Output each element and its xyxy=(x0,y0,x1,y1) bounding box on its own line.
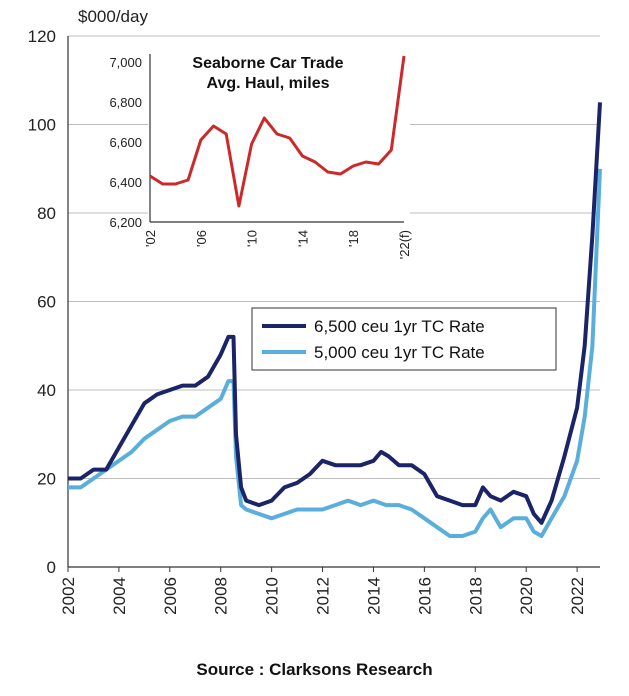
x-tick-label: 2016 xyxy=(415,577,434,615)
main-y-tick-labels: 0 20 40 60 80 100 120 xyxy=(28,27,56,577)
x-tick-label: 2014 xyxy=(364,577,383,615)
inset-y-tick-label: 6,200 xyxy=(109,215,142,230)
x-tick-label: 2020 xyxy=(517,577,536,615)
x-tick-label: 2010 xyxy=(263,577,282,615)
inset-y-tick-label: 7,000 xyxy=(109,55,142,70)
inset-series-line-avg-haul xyxy=(149,55,406,208)
inset-title-line-2: Avg. Haul, miles xyxy=(207,75,330,92)
x-tick-label: 2006 xyxy=(161,577,180,615)
x-tick-label: 2018 xyxy=(466,577,485,615)
inset-x-tick-labels: '02 '06 '10 '14 '18 '22(f) xyxy=(143,230,412,259)
y-tick-label: 40 xyxy=(37,381,56,400)
y-axis-label: $000/day xyxy=(78,7,148,26)
inset-chart: 6,200 6,400 6,600 6,800 7,000 '02 '06 '10 '14 '1… xyxy=(109,46,412,259)
inset-y-tick-labels: 6,200 6,400 6,600 6,800 7,000 xyxy=(109,55,142,230)
y-tick-label: 100 xyxy=(28,116,56,135)
x-tick-label: 2008 xyxy=(212,577,231,615)
y-tick-label: 80 xyxy=(37,204,56,223)
y-tick-label: 60 xyxy=(37,293,56,312)
inset-x-tick-label: '10 xyxy=(245,230,260,247)
x-tick-label: 2012 xyxy=(314,577,333,615)
inset-axes xyxy=(149,54,404,223)
series-line-5000-ceu xyxy=(68,168,602,538)
inset-y-tick-label: 6,400 xyxy=(109,175,142,190)
inset-x-tick-label: '06 xyxy=(194,230,209,247)
legend-box xyxy=(251,307,557,371)
inset-title-line-1: Seaborne Car Trade xyxy=(192,55,343,72)
source-note: Source : Clarksons Research xyxy=(196,660,433,679)
inset-x-tick-label: '14 xyxy=(295,230,310,247)
x-tick-label: 2002 xyxy=(59,577,78,615)
inset-x-tick-label: '22(f) xyxy=(397,230,412,259)
y-tick-label: 0 xyxy=(47,558,56,577)
x-tick-label: 2004 xyxy=(110,577,129,615)
legend: 6,500 ceu 1yr TC Rate 5,000 ceu 1yr TC R… xyxy=(251,307,557,371)
inset-x-tick-label: '02 xyxy=(143,230,158,247)
x-tick-label: 2022 xyxy=(568,577,587,615)
inset-y-tick-label: 6,800 xyxy=(109,95,142,110)
inset-series xyxy=(149,55,406,208)
y-tick-label: 120 xyxy=(28,27,56,46)
series-line-6500-ceu xyxy=(68,102,602,525)
inset-x-tick-label: '18 xyxy=(346,230,361,247)
legend-label-6500: 6,500 ceu 1yr TC Rate xyxy=(314,317,485,336)
main-series xyxy=(68,102,602,538)
y-tick-label: 20 xyxy=(37,470,56,489)
inset-y-tick-label: 6,600 xyxy=(109,135,142,150)
legend-label-5000: 5,000 ceu 1yr TC Rate xyxy=(314,343,485,362)
main-x-tick-labels: 2002 2004 2006 2008 2010 2012 2014 2016 2018 2020… xyxy=(59,567,587,615)
